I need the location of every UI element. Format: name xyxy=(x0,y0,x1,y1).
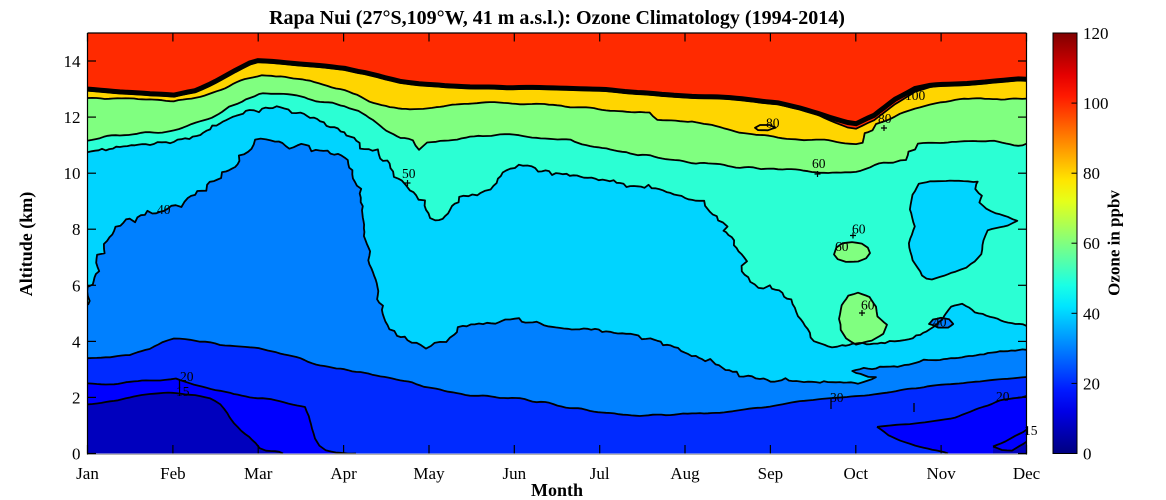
svg-text:Rapa Nui (27°S,109°W, 41 m a.s: Rapa Nui (27°S,109°W, 41 m a.s.l.): Ozon… xyxy=(269,7,845,29)
svg-text:6: 6 xyxy=(72,276,81,295)
svg-text:10: 10 xyxy=(64,164,81,183)
svg-text:12: 12 xyxy=(64,108,81,127)
svg-text:Jan: Jan xyxy=(76,464,99,483)
svg-text:Jul: Jul xyxy=(590,464,610,483)
svg-text:May: May xyxy=(413,464,445,483)
svg-text:100: 100 xyxy=(905,88,926,103)
svg-text:60: 60 xyxy=(852,222,866,237)
svg-text:14: 14 xyxy=(64,52,82,71)
svg-text:Dec: Dec xyxy=(1013,464,1041,483)
svg-text:60: 60 xyxy=(812,156,826,171)
svg-text:0: 0 xyxy=(72,445,81,464)
svg-text:20: 20 xyxy=(180,369,194,384)
svg-text:Mar: Mar xyxy=(244,464,273,483)
svg-text:Aug: Aug xyxy=(670,464,700,483)
svg-text:30: 30 xyxy=(830,390,844,405)
svg-text:Feb: Feb xyxy=(160,464,186,483)
svg-text:2: 2 xyxy=(72,388,81,407)
svg-text:60: 60 xyxy=(835,239,849,254)
svg-text:Sep: Sep xyxy=(758,464,784,483)
svg-text:100: 100 xyxy=(1083,94,1109,113)
svg-text:60: 60 xyxy=(861,298,875,313)
svg-text:80: 80 xyxy=(1083,164,1100,183)
svg-text:15: 15 xyxy=(1024,423,1038,438)
svg-text:50: 50 xyxy=(402,166,416,181)
svg-text:120: 120 xyxy=(1083,24,1109,43)
svg-text:4: 4 xyxy=(72,332,81,351)
svg-text:8: 8 xyxy=(72,220,81,239)
svg-text:0: 0 xyxy=(1083,445,1092,464)
svg-text:40: 40 xyxy=(933,315,947,330)
svg-text:20: 20 xyxy=(996,389,1010,404)
svg-text:60: 60 xyxy=(1083,234,1100,253)
svg-text:Ozone in ppbv: Ozone in ppbv xyxy=(1105,190,1124,296)
svg-text:Jun: Jun xyxy=(502,464,526,483)
svg-text:15: 15 xyxy=(176,384,190,399)
svg-text:Oct: Oct xyxy=(844,464,869,483)
svg-text:Apr: Apr xyxy=(330,464,357,483)
svg-text:Nov: Nov xyxy=(926,464,956,483)
svg-text:Altitude (km): Altitude (km) xyxy=(16,192,37,297)
svg-text:40: 40 xyxy=(1083,304,1100,323)
svg-text:Month: Month xyxy=(531,480,583,500)
svg-text:40: 40 xyxy=(157,202,171,217)
svg-text:80: 80 xyxy=(878,111,892,126)
svg-text:20: 20 xyxy=(1083,374,1100,393)
svg-text:80: 80 xyxy=(766,116,780,131)
